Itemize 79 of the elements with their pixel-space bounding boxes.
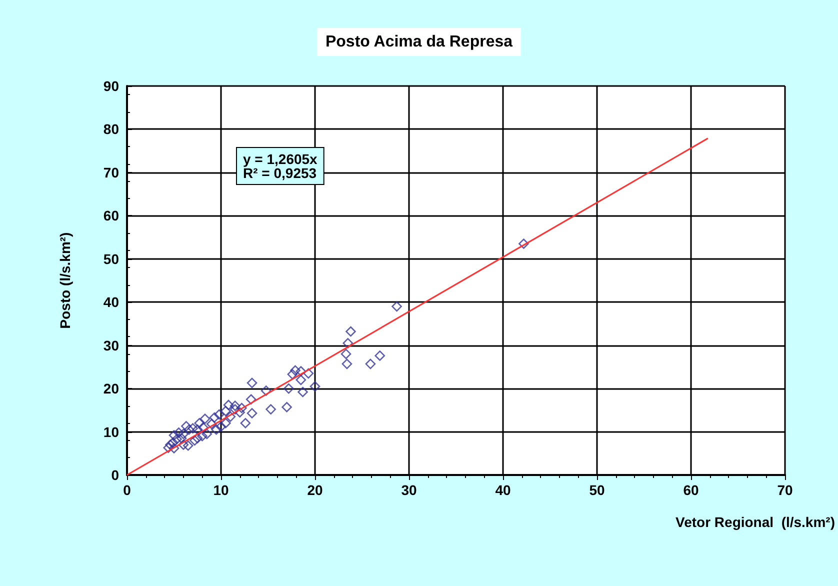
y-tick-label: 10: [103, 424, 120, 440]
point: [194, 418, 205, 428]
point: [260, 386, 272, 396]
y-tick-label: 50: [103, 250, 120, 267]
point: [240, 418, 251, 428]
point: [216, 421, 226, 432]
point: [172, 434, 182, 444]
x-axis-title: Vetor Regional (l/s.km²): [676, 514, 835, 530]
point: [223, 400, 234, 410]
point: [176, 433, 187, 444]
point: [284, 383, 294, 394]
point: [178, 440, 189, 450]
point: [234, 407, 245, 418]
x-tick-label: 10: [213, 482, 229, 498]
point: [246, 394, 256, 405]
point: [182, 440, 194, 451]
point: [303, 368, 314, 379]
point: [184, 424, 194, 435]
x-tick-label: 20: [307, 482, 323, 498]
point: [282, 402, 292, 412]
point: [290, 365, 300, 376]
point: [190, 435, 200, 446]
point: [209, 412, 220, 423]
point: [296, 374, 306, 386]
point: [374, 350, 386, 361]
point: [178, 428, 189, 440]
point: [220, 418, 231, 428]
y-tick-label: 30: [103, 337, 120, 354]
point: [214, 409, 224, 420]
point: [168, 430, 180, 440]
x-tick-label: 30: [401, 482, 417, 498]
y-tick-label: 70: [103, 164, 120, 180]
point: [192, 424, 203, 435]
point: [165, 440, 176, 450]
x-tick-label: 50: [589, 482, 605, 498]
point: [200, 414, 210, 424]
point: [225, 412, 236, 422]
chart-title: Posto Acima da Represa: [325, 34, 513, 50]
point: [518, 238, 529, 249]
point: [340, 348, 352, 360]
x-tick-label: 40: [495, 482, 511, 498]
y-tick-label: 80: [103, 121, 120, 138]
point: [346, 326, 356, 337]
point: [287, 369, 298, 380]
point: [181, 421, 192, 432]
point: [220, 406, 231, 416]
x-tick-label: 0: [123, 482, 132, 498]
point: [230, 404, 240, 414]
point: [197, 430, 208, 442]
point: [296, 366, 306, 376]
point: [246, 378, 258, 388]
point: [392, 301, 402, 312]
point: [206, 418, 217, 430]
point: [266, 404, 276, 414]
y-tick-label: 40: [103, 294, 120, 310]
y-axis-title: Posto (l/s.km²): [57, 232, 73, 329]
point: [342, 358, 352, 370]
point: [310, 381, 320, 392]
y-tick-label: 90: [103, 78, 120, 94]
point: [298, 386, 308, 398]
point: [188, 423, 198, 434]
x-tick-label: 70: [777, 482, 793, 498]
annotation: y = 1,2605x R² = 0,9253: [243, 151, 318, 181]
point: [230, 400, 240, 411]
point: [211, 424, 222, 435]
y-tick-label: 20: [103, 380, 120, 397]
point: [236, 402, 247, 414]
y-tick-label: 60: [103, 208, 120, 224]
point: [202, 428, 212, 440]
point: [192, 433, 203, 444]
y-tick-label: 0: [111, 467, 120, 483]
point: [246, 408, 258, 418]
point: [174, 427, 184, 438]
point: [163, 442, 174, 453]
point: [342, 338, 354, 348]
point: [168, 437, 178, 448]
point: [168, 443, 180, 454]
x-tick-label: 60: [683, 482, 699, 498]
point: [365, 358, 376, 370]
